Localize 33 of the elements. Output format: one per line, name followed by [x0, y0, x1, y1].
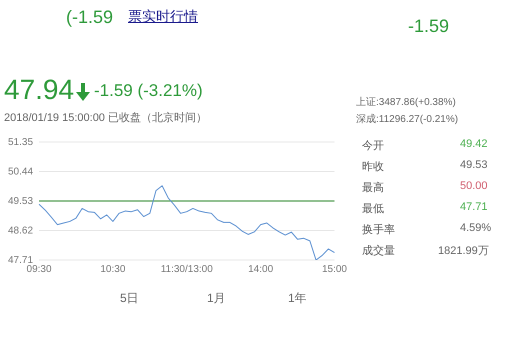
chart-title: 47.94	[4, 74, 74, 106]
text: 上证:3487.86(+0.38%)	[356, 96, 456, 109]
text: 最高	[362, 180, 384, 195]
x-tick-label: 15:00	[322, 264, 348, 275]
text: -1.59 (-3.21%)	[94, 81, 203, 101]
y-tick-label: 49.53	[8, 196, 34, 207]
text: 昨收	[362, 160, 384, 174]
y-tick-label: 47.71	[8, 254, 34, 266]
x-tick-label: 11:30/13:00	[160, 264, 214, 275]
text: 49.42	[460, 138, 488, 150]
text: 今开	[362, 139, 384, 153]
text: 1月	[207, 290, 226, 307]
text: (-1.59	[66, 7, 114, 28]
text: 47.71	[460, 201, 488, 213]
x-tick-label: 14:00	[248, 264, 274, 275]
y-tick-label: 50.44	[8, 166, 34, 178]
text: 1821.99万	[438, 244, 489, 258]
text: 5日	[120, 290, 139, 307]
y-tick-label: 51.35	[8, 136, 34, 148]
text: 换手率	[362, 222, 395, 237]
text: 49.53	[460, 159, 488, 171]
text: 4.59%	[460, 222, 492, 234]
text: 深成:11296.27(-0.21%)	[356, 112, 458, 126]
y-tick-label: 48.62	[8, 225, 34, 236]
text: 50.00	[460, 180, 488, 192]
text: 1年	[288, 290, 307, 307]
x-tick-label: 09:30	[26, 264, 52, 275]
text: -1.59	[408, 16, 450, 37]
chart-subtitle: 2018/01/19 15:00:00 已收盘（北京时间）	[4, 110, 207, 125]
text: 最低	[362, 202, 384, 216]
text: 票实时行情	[128, 8, 198, 26]
text: 成交量	[362, 244, 395, 258]
x-tick-label: 10:30	[100, 264, 126, 275]
